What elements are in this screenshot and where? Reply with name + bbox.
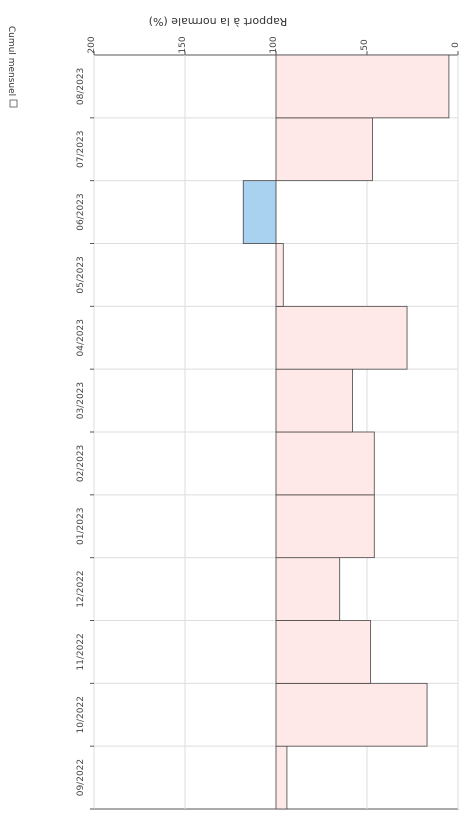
category-tick-label: 02/2023 bbox=[76, 445, 86, 482]
value-tick-label: 0 bbox=[451, 42, 461, 48]
bar-09-2022 bbox=[275, 745, 288, 810]
bar-02-2023 bbox=[275, 431, 375, 496]
bar-11-2022 bbox=[275, 620, 372, 684]
category-tick-label: 07/2023 bbox=[76, 131, 86, 168]
bar-08-2023 bbox=[275, 54, 450, 119]
value-tick-label: 100 bbox=[269, 36, 279, 53]
bar-05-2023 bbox=[275, 243, 284, 307]
value-tick-label: 50 bbox=[360, 39, 370, 51]
category-tick-label: 10/2022 bbox=[76, 696, 86, 733]
y-axis-label: Rapport à la normale (%) bbox=[149, 15, 288, 28]
category-tick-label: 01/2023 bbox=[76, 508, 86, 545]
value-tick-label: 150 bbox=[178, 36, 188, 53]
category-tick-label: 12/2022 bbox=[76, 570, 86, 607]
bar-04-2023 bbox=[275, 305, 408, 370]
bar-12-2022 bbox=[275, 557, 341, 621]
bar-10-2022 bbox=[275, 682, 428, 747]
legend-label: Cumul mensuel bbox=[6, 26, 16, 96]
category-tick-label: 03/2023 bbox=[76, 382, 86, 419]
legend-swatch bbox=[9, 99, 18, 108]
legend: Cumul mensuel bbox=[6, 26, 18, 108]
category-tick-label: 06/2023 bbox=[76, 193, 86, 230]
category-tick-label: 05/2023 bbox=[76, 256, 86, 293]
category-tick-label: 08/2023 bbox=[76, 68, 86, 105]
bar-03-2023 bbox=[275, 368, 353, 433]
value-tick-label: 200 bbox=[87, 36, 97, 53]
category-tick-label: 09/2022 bbox=[76, 759, 86, 796]
bar-06-2023 bbox=[242, 180, 277, 244]
category-tick-label: 04/2023 bbox=[76, 319, 86, 356]
bar-01-2023 bbox=[275, 494, 375, 559]
category-tick-label: 11/2022 bbox=[76, 633, 86, 670]
bar-07-2023 bbox=[275, 117, 373, 182]
